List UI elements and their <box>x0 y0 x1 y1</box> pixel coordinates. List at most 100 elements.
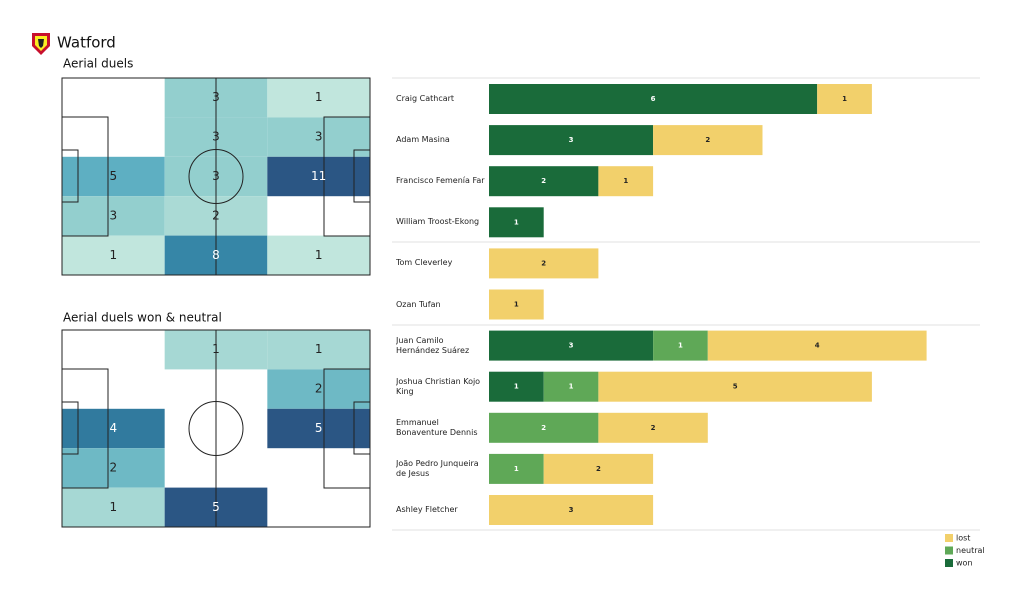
legend-swatch <box>945 534 953 542</box>
legend-label: won <box>956 559 973 568</box>
bar-segment <box>598 166 654 197</box>
player-name: Emmanuel Bonaventure Dennis <box>396 417 478 437</box>
bar-segment <box>489 125 654 156</box>
club-logo <box>32 33 50 55</box>
heat-cell <box>62 235 165 275</box>
bar-segment <box>489 495 654 525</box>
heat-cell <box>62 448 165 488</box>
bar-segment <box>489 412 599 443</box>
heatmap-title: Aerial duels <box>63 57 133 71</box>
six-yard-box <box>353 401 371 455</box>
cell-label: 5 <box>110 169 118 183</box>
player-name: Joshua Christian Kojo King <box>396 376 481 396</box>
bar-value-label: 1 <box>678 342 683 350</box>
player-name: Ashley Fletcher <box>396 505 458 514</box>
cell-label: 2 <box>110 460 118 474</box>
cell-label: 4 <box>110 421 118 435</box>
cell-label: 5 <box>212 500 220 514</box>
cell-label: 1 <box>110 248 118 262</box>
player-name: Francisco Femenía Far <box>396 176 485 186</box>
player-name: João Pedro Junqueira de Jesus <box>396 458 479 478</box>
bar-segment <box>489 289 544 320</box>
cell-label: 3 <box>212 169 220 183</box>
player-name: William Troost-Ekong <box>396 217 480 227</box>
cell-label: 3 <box>315 130 323 144</box>
legend-label: lost <box>956 534 970 543</box>
heat-cell <box>267 369 370 409</box>
bar-segment <box>489 84 818 114</box>
legend-swatch <box>945 546 953 555</box>
player-name: Ozan Tufan <box>396 299 441 309</box>
bar-value-label: 1 <box>514 465 519 473</box>
six-yard-box <box>61 149 79 203</box>
legend-label: neutral <box>956 546 985 555</box>
center-circle <box>188 149 244 204</box>
heat-cell <box>62 196 165 236</box>
bar-segment <box>489 248 599 279</box>
player-name: Adam Masina <box>396 135 450 145</box>
cell-label: 1 <box>315 342 323 356</box>
bar-value-label: 1 <box>514 383 519 391</box>
heat-cell <box>62 156 165 197</box>
bar-value-label: 2 <box>541 424 546 432</box>
cell-label: 1 <box>212 342 220 356</box>
player-name: Tom Cleverley <box>396 258 453 268</box>
heat-cell <box>267 235 370 275</box>
bar-value-label: 1 <box>842 95 847 103</box>
bar-segment <box>489 166 599 197</box>
bar-segment <box>543 371 599 402</box>
pitch-heatmap: 1 1 2 4 5 2 1 5 <box>61 329 371 528</box>
pitch-heatmap: 3 1 3 3 5 3 11 3 2 1 8 1 <box>61 77 371 276</box>
bar-segment <box>598 371 872 402</box>
bar-segment <box>489 371 544 402</box>
bar-segment <box>489 330 654 361</box>
bar-value-label: 3 <box>569 506 574 514</box>
heat-cell <box>267 78 370 118</box>
six-yard-box <box>353 149 371 203</box>
bar-segment <box>817 84 872 114</box>
cell-label: 2 <box>212 208 220 222</box>
bar-value-label: 2 <box>541 259 546 267</box>
cell-label: 1 <box>315 248 323 262</box>
bar-value-label: 2 <box>541 177 546 185</box>
cell-label: 3 <box>110 208 118 222</box>
bar-segment <box>653 125 763 156</box>
six-yard-box <box>61 401 79 455</box>
bar-segment <box>489 453 544 484</box>
bar-value-label: 2 <box>651 424 656 432</box>
heat-cell <box>267 330 370 370</box>
center-circle <box>188 401 244 456</box>
bar-value-label: 3 <box>569 136 574 144</box>
cell-label: 1 <box>110 500 118 514</box>
cell-label: 3 <box>212 90 220 104</box>
team-title: Watford <box>57 34 116 52</box>
bar-value-label: 2 <box>596 465 601 473</box>
bar-value-label: 2 <box>705 136 710 144</box>
heat-cell <box>267 117 370 157</box>
bar-segment <box>598 412 708 443</box>
cell-label: 11 <box>311 169 326 183</box>
heat-cell <box>62 487 165 527</box>
heat-cell <box>62 408 165 449</box>
bar-value-label: 1 <box>514 301 519 309</box>
bar-value-label: 1 <box>569 383 574 391</box>
bar-segment <box>707 330 927 361</box>
cell-label: 2 <box>315 382 323 396</box>
cell-label: 5 <box>315 421 323 435</box>
heatmap-title: Aerial duels won & neutral <box>63 311 222 325</box>
cell-label: 8 <box>212 248 220 262</box>
player-name: Craig Cathcart <box>396 94 455 103</box>
bar-segment <box>489 207 544 238</box>
heat-cell <box>267 156 370 197</box>
bar-value-label: 1 <box>623 177 628 185</box>
bar-segment <box>653 330 708 361</box>
bar-value-label: 3 <box>569 342 574 350</box>
bar-value-label: 5 <box>733 383 738 391</box>
legend-swatch <box>945 559 953 567</box>
heat-cell <box>267 408 370 449</box>
bar-value-label: 4 <box>815 342 820 350</box>
cell-label: 1 <box>315 90 323 104</box>
bar-segment <box>543 453 654 484</box>
